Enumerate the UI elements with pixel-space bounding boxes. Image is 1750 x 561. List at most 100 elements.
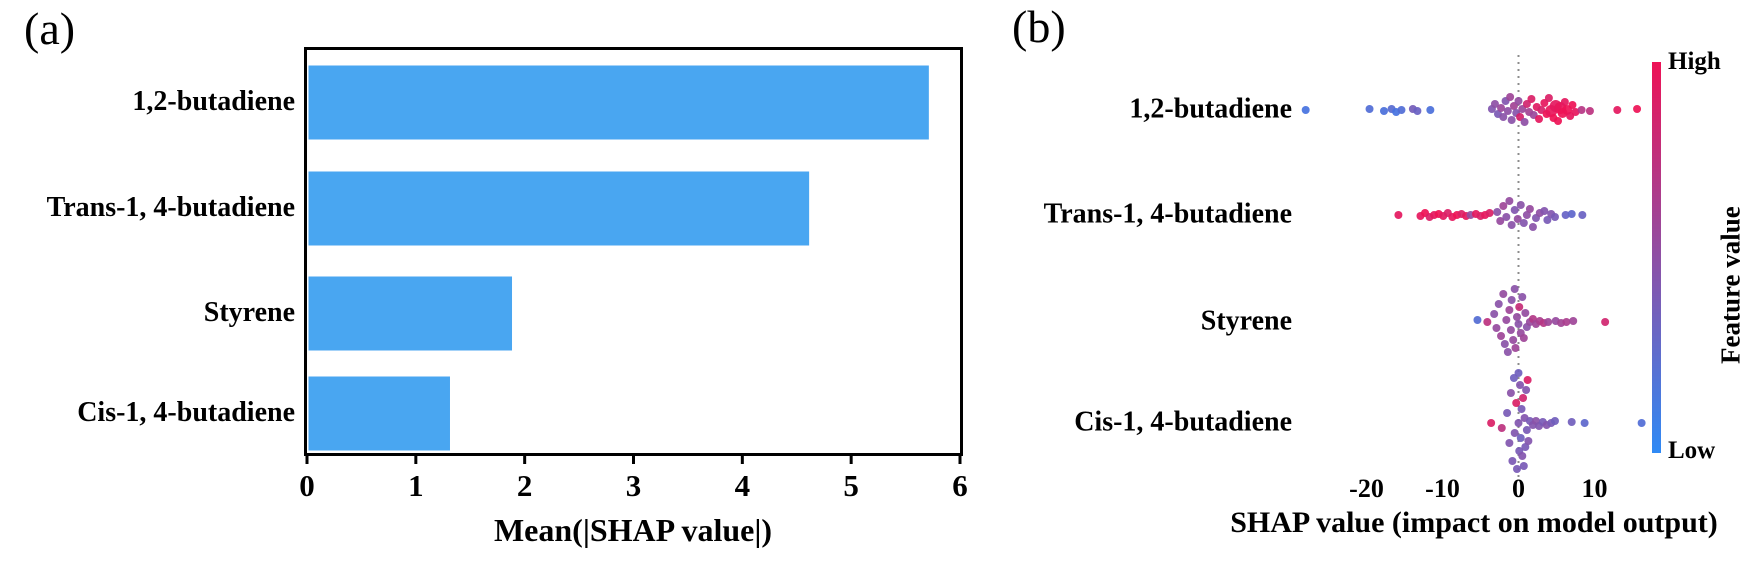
shap-dot (1426, 106, 1435, 114)
shap-dot (1512, 465, 1521, 473)
shap-dot (1514, 369, 1523, 377)
shap-dot (1550, 213, 1559, 221)
shap-dot (1473, 316, 1482, 324)
shap-dot (1522, 426, 1531, 434)
shap-dot (1379, 107, 1388, 115)
shap-dot (1499, 202, 1508, 210)
shap-dot (1633, 105, 1642, 113)
shap-dot (1525, 205, 1534, 213)
shap-dot (1506, 93, 1515, 101)
bar-Styrene (308, 276, 513, 351)
shap-dot (1516, 434, 1525, 442)
beeswarm-y-label: Styrene (1201, 305, 1292, 336)
shap-dot (1560, 98, 1569, 106)
shap-dot (1522, 211, 1531, 219)
shap-dot (1510, 285, 1519, 293)
shap-dot (1499, 290, 1508, 298)
shap-dot (1500, 340, 1509, 348)
shap-dot (1494, 300, 1503, 308)
beeswarm-row-Cis-1, 4-butadiene (1487, 369, 1646, 473)
shap-dot (1507, 221, 1516, 229)
shap-dot (1561, 211, 1570, 219)
shap-dot (1543, 216, 1552, 224)
bar-1,2-butadiene (308, 65, 929, 140)
beeswarm-y-label: 1,2-butadiene (1129, 93, 1292, 124)
shap-dot (1535, 115, 1544, 123)
shap-dot (1519, 334, 1528, 342)
shap-dot (1365, 105, 1374, 113)
beeswarm-y-label: Trans-1, 4-butadiene (1044, 198, 1292, 229)
shap-dot (1519, 462, 1528, 470)
shap-dot (1492, 324, 1501, 332)
shap-dot (1505, 197, 1514, 205)
shap-dot (1519, 394, 1528, 402)
shap-dot (1503, 348, 1512, 356)
shap-dot (1514, 97, 1523, 105)
shap-dot (1505, 306, 1514, 314)
shap-dot (1571, 108, 1580, 116)
shap-dot (1516, 201, 1525, 209)
shap-dot (1503, 107, 1512, 115)
shap-dot (1521, 309, 1530, 317)
shap-dot (1580, 419, 1589, 427)
bar-y-label: Cis-1, 4-butadiene (77, 397, 295, 428)
shap-dot (1507, 116, 1516, 124)
shap-dot (1601, 318, 1610, 326)
beeswarm-row-1,2-butadiene (1301, 93, 1642, 126)
shap-dot (1521, 443, 1530, 451)
shap-dot (1485, 209, 1494, 217)
shap-dot (1499, 113, 1508, 121)
shap-dot (1503, 409, 1512, 417)
shap-dot (1511, 344, 1520, 352)
beeswarm-x-tick-label: -10 (1425, 474, 1460, 503)
shap-dot (1510, 206, 1519, 214)
shap-dot (1540, 207, 1549, 215)
bar-y-label: Trans-1, 4-butadiene (47, 192, 295, 223)
shap-dot (1394, 211, 1403, 219)
shap-dot (1508, 457, 1517, 465)
shap-dot (1567, 418, 1576, 426)
shap-dot (1544, 318, 1553, 326)
shap-dot (1512, 313, 1521, 321)
shap-dot (1413, 107, 1422, 115)
bar-y-label: 1,2-butadiene (132, 86, 295, 117)
shap-dot (1509, 336, 1518, 344)
shap-dot (1487, 419, 1496, 427)
bar-x-tick-label: 5 (843, 468, 859, 503)
shap-dot (1562, 318, 1571, 326)
shap-dot (1544, 94, 1553, 102)
colorbar-title: Feature value (1715, 206, 1746, 364)
shap-dot (1520, 118, 1529, 126)
colorbar-high-label: High (1668, 48, 1721, 75)
shap-dot (1585, 107, 1594, 115)
bar-x-tick-label: 4 (735, 468, 751, 503)
shap-dot (1517, 405, 1526, 413)
shap-dot (1510, 429, 1519, 437)
shap-dot (1514, 320, 1523, 328)
shap-dot (1301, 106, 1310, 114)
bar-Cis-1, 4-butadiene (308, 376, 450, 451)
bar-x-tick-label: 6 (952, 468, 968, 503)
shap-dot (1483, 318, 1492, 326)
colorbar-low-label: Low (1668, 437, 1716, 464)
shap-dot (1569, 317, 1578, 325)
panel-b-tag: (b) (1012, 1, 1066, 52)
shap-dot (1497, 104, 1506, 112)
shap-dot (1513, 215, 1522, 223)
shap-dot (1514, 419, 1523, 427)
beeswarm-row-Styrene (1473, 285, 1610, 356)
shap-dot (1493, 208, 1502, 216)
shap-dot (1554, 117, 1563, 125)
shap-dot (1507, 296, 1516, 304)
shap-dot (1506, 326, 1515, 334)
bar-x-tick-label: 2 (517, 468, 533, 503)
shap-dot (1512, 399, 1521, 407)
shap-dot (1518, 452, 1527, 460)
shap-dot (1490, 310, 1499, 318)
shap-dot (1505, 439, 1514, 447)
shap-dot (1502, 213, 1511, 221)
shap-dot (1527, 95, 1536, 103)
bar-chart-x-axis-title: Mean(|SHAP value|) (493, 512, 773, 548)
